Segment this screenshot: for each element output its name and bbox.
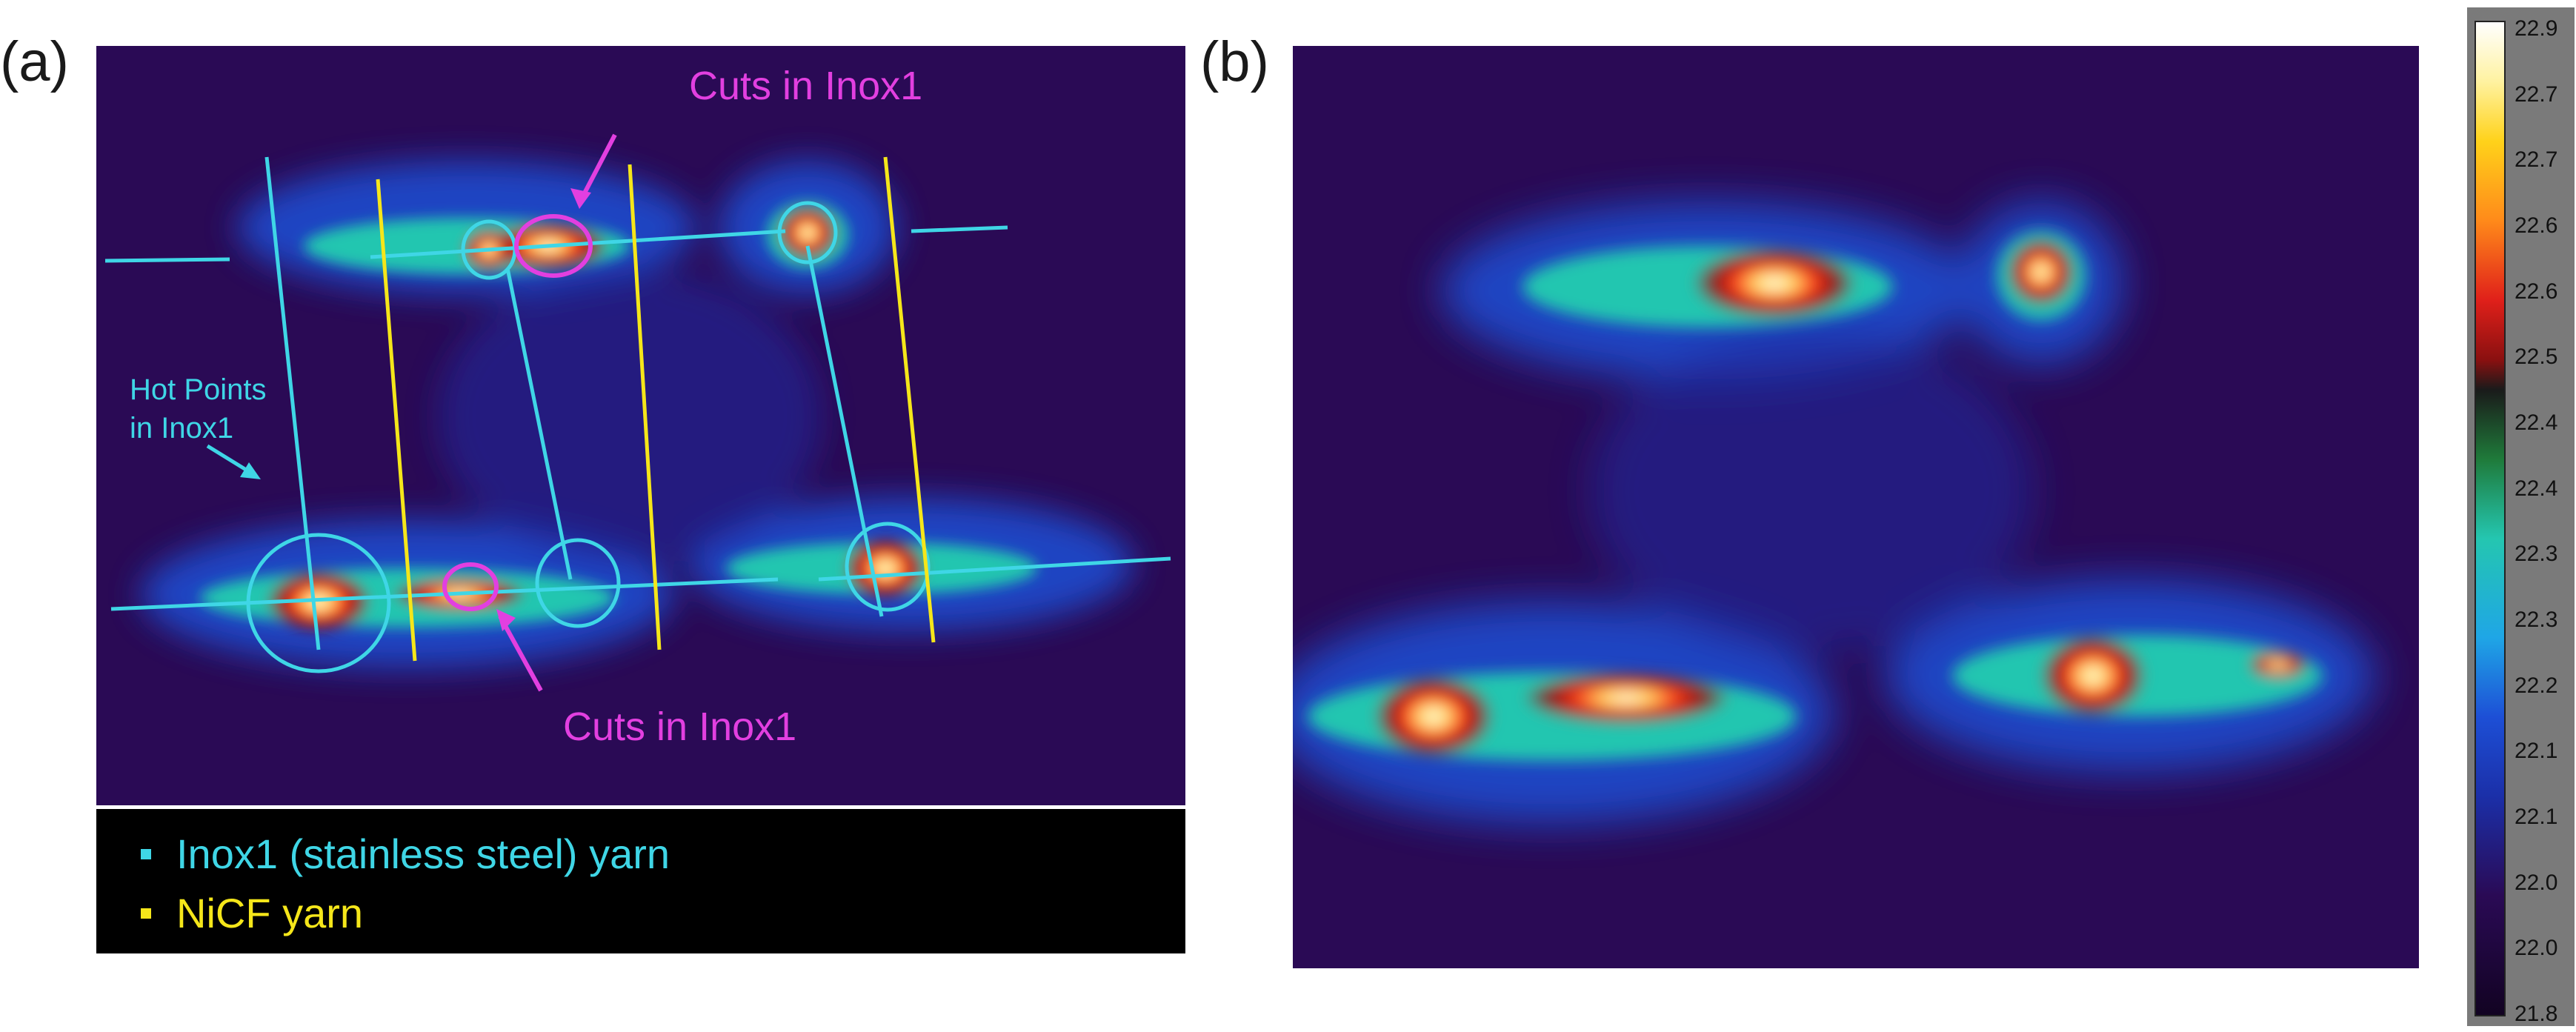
legend-swatch-nicf <box>141 908 151 919</box>
hot-points-line2: in Inox1 <box>130 412 234 445</box>
legend-item-nicf: NiCF yarn <box>141 889 363 937</box>
hot-points-line1: Hot Points <box>130 373 267 406</box>
colorbar-tick-label: 22.6 <box>2515 213 2558 238</box>
panel-b-label: (b) <box>1200 30 1269 93</box>
colorbar-tick-label: 22.7 <box>2515 147 2558 173</box>
colorbar-gradient <box>2475 21 2506 1016</box>
colorbar-tick-label: 22.5 <box>2515 344 2558 370</box>
colorbar-tick-label: 22.9 <box>2515 16 2558 41</box>
colorbar-tick-label: 22.3 <box>2515 607 2558 632</box>
colorbar-tick-label: 22.3 <box>2515 542 2558 567</box>
colorbar-tick-label: 22.2 <box>2515 673 2558 698</box>
yarn-legend: Inox1 (stainless steel) yarn NiCF yarn <box>96 809 1185 953</box>
colorbar-tick-label: 22.1 <box>2515 805 2558 829</box>
colorbar-tick-label: 22.0 <box>2515 870 2558 895</box>
legend-label-inox: Inox1 (stainless steel) yarn <box>176 830 670 877</box>
panel-a-label: (a) <box>0 30 69 93</box>
cuts-label-top: Cuts in Inox1 <box>689 64 923 108</box>
colorbar-tick-label: 21.8 <box>2515 1002 2558 1026</box>
legend-label-nicf: NiCF yarn <box>176 890 364 936</box>
legend-item-inox: Inox1 (stainless steel) yarn <box>141 830 670 878</box>
legend-swatch-inox <box>141 848 151 859</box>
hot-points-label: Hot Points in Inox1 <box>130 370 267 447</box>
thermal-image-a <box>96 46 1185 805</box>
colorbar-tick-label: 22.1 <box>2515 739 2558 764</box>
colorbar-tick-label: 22.4 <box>2515 476 2558 501</box>
cuts-label-bottom: Cuts in Inox1 <box>563 705 797 749</box>
colorbar: 22.9 22.7 22.7 22.6 22.6 22.5 22.4 22.4 22.3 22.3… <box>2467 7 2575 1026</box>
colorbar-tick-label: 22.4 <box>2515 410 2558 435</box>
colorbar-tick-label: 22.0 <box>2515 936 2558 961</box>
colorbar-tick-label: 22.6 <box>2515 279 2558 304</box>
colorbar-tick-label: 22.7 <box>2515 81 2558 107</box>
thermal-image-b <box>1293 46 2419 968</box>
